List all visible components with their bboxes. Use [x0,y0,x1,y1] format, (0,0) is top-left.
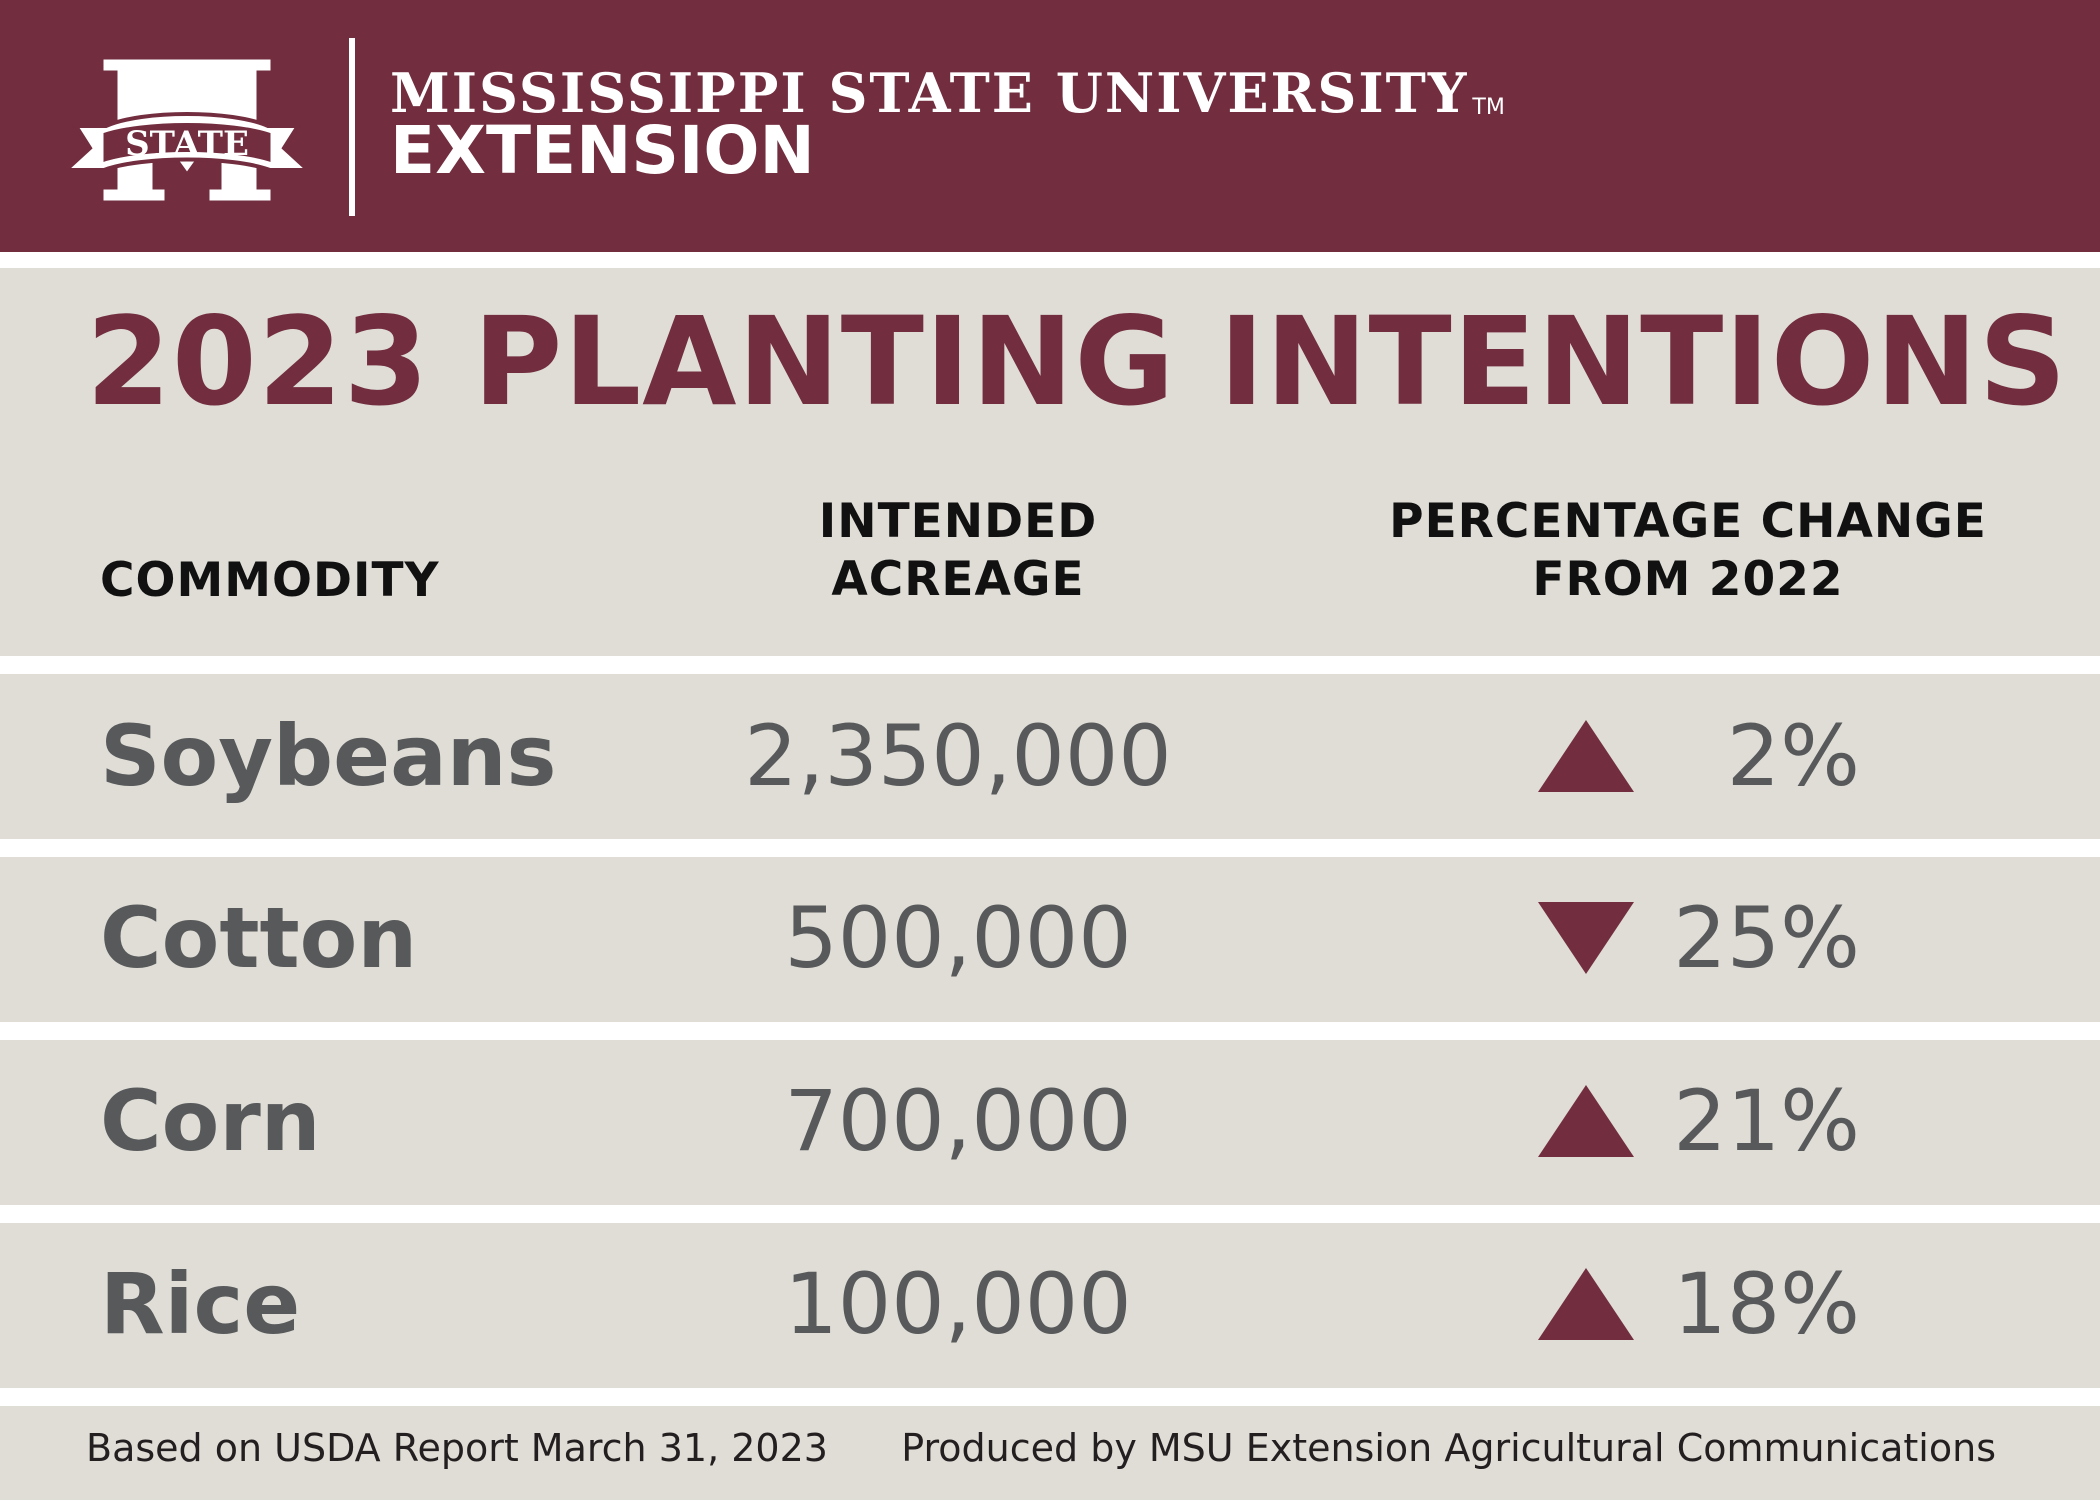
up-arrow-icon [1538,1085,1634,1157]
column-header-acreage: INTENDED ACREAGE [818,494,1098,607]
commodity-cotton: Cotton [100,889,418,987]
change-corn: 21% [1673,1072,1860,1170]
acreage-corn: 700,000 [784,1072,1132,1170]
acreage-cotton: 500,000 [784,889,1132,987]
change-cotton: 25% [1673,889,1860,987]
footer-credit: Produced by MSU Extension Agricultural C… [901,1426,1996,1470]
up-arrow-icon [1538,1268,1634,1340]
trademark: TM [1472,95,1505,120]
title-band [0,268,2100,656]
table-row [0,1223,2100,1388]
commodity-corn: Corn [100,1072,321,1170]
column-header-commodity: COMMODITY [100,553,440,608]
change-rice: 18% [1673,1255,1860,1353]
footer-source: Based on USDA Report March 31, 2023 [86,1426,828,1470]
header-divider [349,38,355,216]
acreage-soybeans: 2,350,000 [744,707,1172,805]
down-arrow-icon [1538,902,1634,974]
logo-text: STATE [125,124,249,164]
header-bar: STATE MISSISSIPPI STATE UNIVERSITY TM EXT… [0,0,2100,252]
commodity-rice: Rice [100,1255,301,1353]
university-name: MISSISSIPPI STATE UNIVERSITY TM [390,61,1505,125]
change-soybeans: 2% [1726,707,1860,805]
extension-label: EXTENSION [390,112,815,189]
page-title: 2023 PLANTING INTENTIONS [86,291,2068,433]
table-row [0,857,2100,1022]
column-header-change: PERCENTAGE CHANGE FROM 2022 [1389,494,1987,607]
up-arrow-icon [1538,720,1634,792]
msu-logo-icon: STATE [62,56,312,204]
table-row [0,674,2100,839]
acreage-rice: 100,000 [784,1255,1132,1353]
table-row [0,1040,2100,1205]
footer-band [0,1406,2100,1500]
commodity-soybeans: Soybeans [100,707,557,805]
